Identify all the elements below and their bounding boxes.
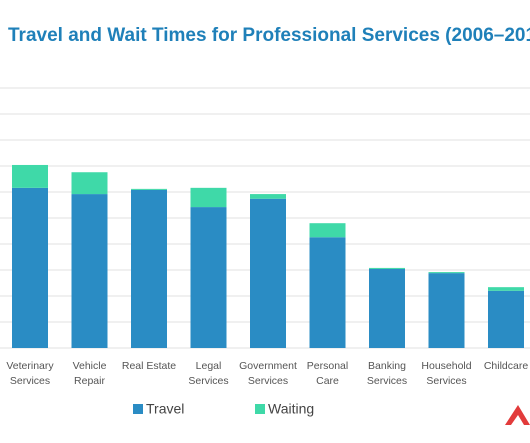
bar-segment	[250, 194, 286, 199]
bar-segment	[12, 164, 48, 188]
bar-segment	[309, 237, 346, 348]
bar-segment	[131, 188, 167, 190]
bar-segment	[369, 268, 405, 348]
bar-segment	[190, 207, 227, 348]
legend-label: Waiting	[268, 401, 314, 417]
x-tick-label: Childcare	[484, 360, 529, 372]
bar-segment	[428, 273, 465, 348]
legend-label: Travel	[146, 401, 184, 417]
chart-title: Travel and Wait Times for Professional S…	[8, 25, 530, 46]
x-tick-label: Real Estate	[122, 360, 176, 372]
x-tick-label: Government Services	[239, 360, 297, 387]
x-tick-label: Banking Services	[367, 360, 407, 387]
bar-segment	[369, 267, 405, 269]
legend-swatch	[133, 404, 143, 414]
bar-segment	[12, 187, 48, 348]
bar-segment	[250, 198, 286, 348]
bar-segment	[488, 290, 524, 348]
legend-swatch	[255, 404, 265, 414]
bar-segment	[428, 272, 465, 274]
x-tick-label: Legal Services	[188, 360, 228, 387]
bar-segment	[131, 189, 167, 348]
bar-segment	[309, 223, 346, 238]
bar-segment	[71, 194, 108, 348]
logo	[505, 405, 530, 425]
x-tick-label: Vehicle Repair	[73, 360, 107, 387]
x-tick-label: Personal Care	[307, 360, 348, 387]
bar-segment	[190, 187, 227, 208]
x-tick-label: Veterinary Services	[6, 360, 54, 387]
x-tick-label: Household Services	[421, 360, 471, 387]
bar-segment	[488, 287, 524, 291]
bar-segment	[71, 172, 108, 195]
plot: Veterinary Services Vehicle Repair Real Esta…	[0, 87, 530, 417]
